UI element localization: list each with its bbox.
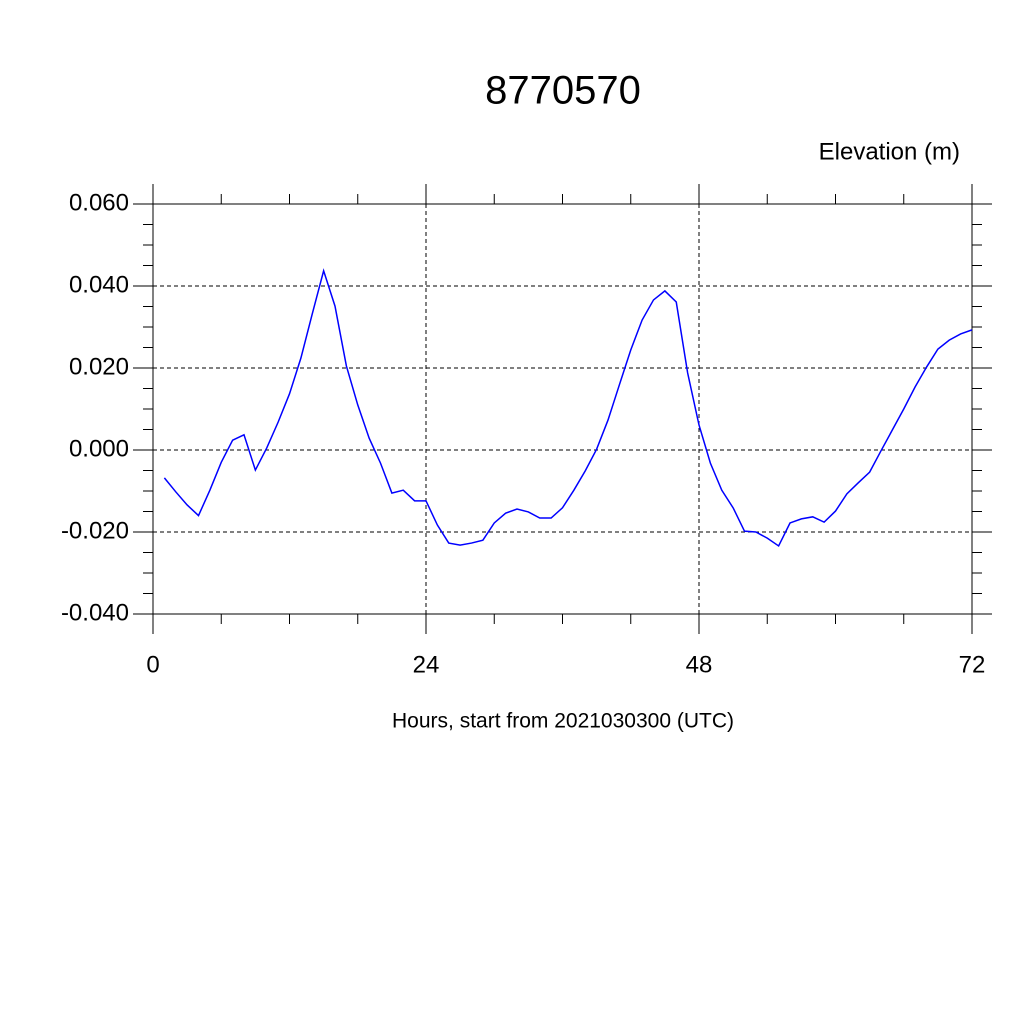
y-tick-label: 0.060 — [69, 189, 129, 216]
x-axis-label: Hours, start from 2021030300 (UTC) — [392, 710, 734, 733]
y-tick-label: 0.000 — [69, 435, 129, 462]
x-tick-label: 24 — [413, 651, 440, 678]
y-tick-label: -0.020 — [61, 517, 129, 544]
x-tick-label: 0 — [146, 651, 159, 678]
x-tick-label: 48 — [686, 651, 713, 678]
y-tick-label: 0.040 — [69, 271, 129, 298]
data-line — [163, 268, 973, 548]
x-tick-label: 72 — [959, 651, 986, 678]
y-tick-label: -0.040 — [61, 599, 129, 626]
plot-frame — [152, 203, 973, 615]
y-axis-label: Elevation (m) — [819, 138, 960, 165]
chart-title: 8770570 — [485, 69, 641, 113]
y-tick-label: 0.020 — [69, 353, 129, 380]
